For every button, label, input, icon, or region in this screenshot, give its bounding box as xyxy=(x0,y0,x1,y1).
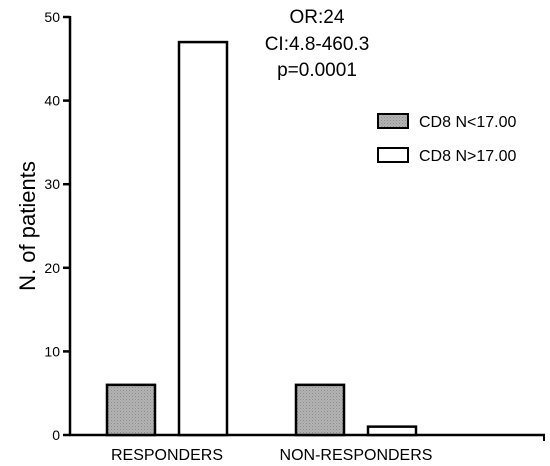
annotation-p: p=0.0001 xyxy=(277,60,357,81)
annotations: OR:24 CI:4.8-460.3 p=0.0001 xyxy=(265,7,370,81)
y-tick-label: 0 xyxy=(52,427,60,443)
bar-cd8-low-responders xyxy=(105,383,157,437)
y-tick-label: 30 xyxy=(44,176,60,192)
y-axis-label: N. of patients xyxy=(15,161,40,291)
legend-swatch-cd8-low xyxy=(377,113,409,129)
annotation-or: OR:24 xyxy=(290,7,345,28)
annotation-ci: CI:4.8-460.3 xyxy=(265,34,370,55)
bar-cd8-high-non-responders xyxy=(366,425,418,437)
x-tick-labels: RESPONDERS NON-RESPONDERS xyxy=(111,447,432,464)
legend-label-cd8-low: CD8 N<17.00 xyxy=(419,114,516,131)
y-tick-label: 20 xyxy=(44,260,60,276)
bar-cd8-low-non-responders xyxy=(294,383,346,437)
y-tick-label: 50 xyxy=(44,9,60,25)
legend-swatch-cd8-high xyxy=(377,147,409,163)
x-tick-label: RESPONDERS xyxy=(111,447,223,464)
y-ticks: 0 10 20 30 40 50 xyxy=(44,9,545,443)
legend-label-cd8-high: CD8 N>17.00 xyxy=(419,148,516,165)
legend: CD8 N<17.00 CD8 N>17.00 xyxy=(377,113,516,165)
x-tick-label: NON-RESPONDERS xyxy=(280,447,433,464)
bars xyxy=(105,40,418,437)
bar-cd8-high-responders xyxy=(177,40,229,437)
y-tick-label: 10 xyxy=(44,343,60,359)
y-tick-label: 40 xyxy=(44,93,60,109)
